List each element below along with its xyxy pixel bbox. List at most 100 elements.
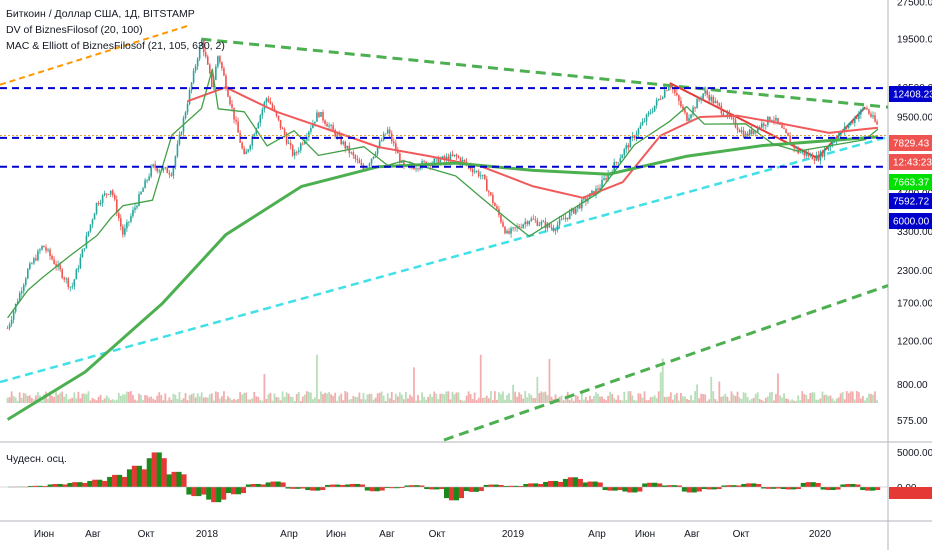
volume-bar: [471, 399, 474, 403]
volume-bar: [263, 373, 266, 403]
price-level-tag-label: 12:43:23: [893, 158, 932, 169]
oscillator-bar: [572, 477, 578, 487]
oscillator-bar: [77, 482, 83, 487]
oscillator-bar: [384, 487, 390, 489]
oscillator-bar: [344, 484, 351, 487]
candle-body: [500, 215, 502, 223]
volume-bar: [597, 393, 599, 403]
oscillator-bar: [706, 487, 712, 490]
oscillator-bar: [855, 484, 861, 487]
candle-body: [390, 133, 393, 142]
volume-bar: [686, 398, 688, 403]
candle-body: [318, 112, 320, 117]
volume-bar: [742, 392, 745, 403]
volume-bar: [388, 398, 391, 403]
candle-body: [221, 62, 223, 69]
volume-bar: [49, 391, 51, 403]
legend-indicator-dv[interactable]: DV of BiznesFilosof (20, 100): [6, 24, 143, 36]
volume-bar: [324, 392, 326, 403]
candle-body: [27, 269, 29, 279]
candle-body: [217, 56, 219, 67]
oscillator-bar: [820, 487, 826, 490]
price-level-tag-label: 6000.00: [893, 217, 930, 228]
candle-body: [77, 268, 80, 270]
candle-body: [51, 256, 53, 260]
candle-body: [392, 141, 395, 144]
volume-bar: [451, 391, 454, 403]
candle-body: [845, 126, 848, 128]
volume-bar: [599, 396, 601, 403]
volume-bar: [30, 397, 33, 403]
candle-body: [301, 143, 304, 145]
cyan-support-trendline: [0, 135, 889, 384]
candle-body: [134, 207, 136, 210]
volume-bar: [259, 399, 262, 403]
volume-bar: [760, 400, 763, 403]
candle-body: [368, 163, 371, 167]
volume-bar: [93, 399, 96, 403]
candle-body: [312, 123, 314, 129]
volume-bar: [190, 394, 193, 403]
volume-bar: [773, 400, 775, 403]
price-axis[interactable]: 27500.0019500.0012500.009500.004700.0033…: [889, 0, 932, 427]
volume-bar: [55, 391, 58, 403]
candle-body: [273, 108, 276, 111]
volume-bar: [293, 400, 296, 403]
candle-body: [560, 218, 563, 220]
candle-body: [742, 130, 745, 138]
candle-body: [261, 109, 264, 116]
candle-body: [564, 217, 567, 220]
volume-bar: [671, 399, 674, 403]
volume-bar: [768, 392, 771, 403]
time-axis[interactable]: Июн Авг Окт 2018 Апр Июн Авг Окт 2019 Апр Июн Авг Ок…: [34, 529, 832, 540]
volume-bar: [677, 400, 680, 403]
time-tick-label: Июн: [635, 529, 655, 540]
time-tick-label: Июн: [326, 529, 346, 540]
candle-body: [81, 249, 84, 258]
oscillator-bar: [448, 487, 455, 501]
volume-bar: [37, 392, 39, 403]
legend-indicator-mac[interactable]: MAC & Elliott of BiznesFilosof (21, 105,…: [6, 40, 225, 52]
candle-body: [558, 219, 561, 225]
candle-body: [229, 96, 231, 105]
volume-bar: [156, 395, 159, 403]
candle-body: [457, 156, 460, 158]
oscillator-bar: [721, 485, 727, 487]
oscillator-bar: [458, 487, 465, 499]
candle-body: [690, 114, 692, 119]
price-level-tag: [889, 193, 932, 209]
volume-bar: [360, 399, 363, 403]
volume-bar: [415, 400, 417, 403]
volume-bar: [22, 392, 25, 403]
volume-bar: [6, 397, 9, 403]
volume-bar: [493, 391, 496, 403]
candle-body: [463, 159, 466, 162]
volume-bar: [366, 394, 369, 403]
legend-main-symbol[interactable]: Биткоин / Доллар США, 1Д, BITSTAMP: [6, 8, 195, 20]
candle-body: [532, 218, 535, 220]
oscillator-bar: [117, 474, 123, 487]
oscillator-bar: [612, 487, 618, 491]
candle-body: [692, 107, 694, 115]
oscillator-axis: 5000.000.00: [889, 448, 932, 499]
oscillator-title[interactable]: Чудесн. осц.: [6, 453, 67, 465]
candle-body: [860, 109, 862, 115]
orange-trendline: [0, 25, 188, 86]
oscillator-bar: [176, 471, 182, 487]
oscillator-bar: [766, 487, 772, 489]
volume-bar: [762, 400, 765, 403]
volume-bar: [485, 395, 488, 403]
volume-bar: [799, 400, 802, 403]
candle-body: [117, 213, 120, 219]
volume-bar: [764, 397, 767, 403]
volume-bar: [584, 396, 587, 403]
oscillator-bar: [548, 480, 554, 487]
oscillator-bar: [52, 483, 58, 487]
volume-bar: [522, 398, 525, 403]
volume-bar: [589, 395, 591, 403]
volume-bar: [623, 391, 626, 403]
volume-bar: [558, 396, 561, 403]
oscillator-bar: [320, 487, 326, 491]
candle-body: [591, 190, 593, 194]
